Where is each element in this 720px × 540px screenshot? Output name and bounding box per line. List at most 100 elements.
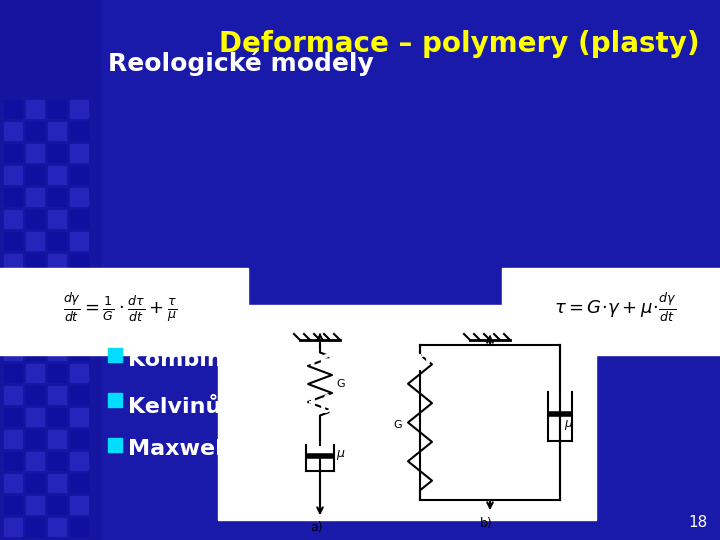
Bar (26, 100, 44, 118)
Bar (70, 122, 88, 140)
Bar (48, 474, 66, 492)
Text: Reologické modely: Reologické modely (108, 50, 374, 76)
Bar (4, 100, 22, 118)
Bar (70, 298, 88, 316)
Bar (70, 474, 88, 492)
Bar (218, 305, 596, 520)
Bar (26, 232, 44, 250)
Bar (70, 430, 88, 448)
Bar (4, 496, 22, 514)
Bar (48, 210, 66, 228)
Bar (70, 210, 88, 228)
Bar (70, 518, 88, 536)
Bar (70, 166, 88, 184)
Bar (26, 298, 44, 316)
Bar (48, 298, 66, 316)
Bar (108, 393, 122, 407)
Bar (48, 430, 66, 448)
Text: Maxwelův: Maxwelův (128, 439, 253, 459)
Bar (4, 408, 22, 426)
Bar (26, 364, 44, 382)
Text: $\mu$: $\mu$ (564, 418, 574, 432)
Bar (26, 496, 44, 514)
Bar (26, 276, 44, 294)
Bar (26, 166, 44, 184)
Bar (70, 254, 88, 272)
Bar (4, 188, 22, 206)
Bar (26, 452, 44, 470)
Bar (48, 188, 66, 206)
Text: G: G (336, 379, 345, 389)
Bar (48, 496, 66, 514)
Bar (26, 518, 44, 536)
Bar (70, 386, 88, 404)
Text: Kelvinův (Voigtův): Kelvinův (Voigtův) (128, 394, 360, 417)
Text: a): a) (310, 522, 323, 535)
Bar (48, 144, 66, 162)
Bar (48, 342, 66, 360)
Text: 18: 18 (689, 515, 708, 530)
Bar (48, 254, 66, 272)
Bar (48, 122, 66, 140)
Bar (26, 254, 44, 272)
Bar (4, 364, 22, 382)
Text: $\frac{d\gamma}{dt} = \frac{1}{G} \cdot \frac{d\tau}{dt} + \frac{\tau}{\mu}$: $\frac{d\gamma}{dt} = \frac{1}{G} \cdot … (63, 292, 177, 325)
Bar (4, 320, 22, 338)
Bar (26, 122, 44, 140)
Bar (26, 210, 44, 228)
Bar (4, 518, 22, 536)
Bar (70, 342, 88, 360)
Bar (26, 342, 44, 360)
Text: $\tau = G \!\cdot\! \gamma + \mu \!\cdot\! \frac{d\gamma}{dt}$: $\tau = G \!\cdot\! \gamma + \mu \!\cdot… (554, 292, 676, 324)
Bar (48, 232, 66, 250)
Bar (0, 268, 248, 355)
Text: b): b) (480, 516, 492, 530)
Bar (4, 430, 22, 448)
Bar (4, 210, 22, 228)
Bar (70, 144, 88, 162)
Bar (70, 100, 88, 118)
Bar (4, 298, 22, 316)
Bar (4, 254, 22, 272)
Bar (70, 452, 88, 470)
Bar (48, 364, 66, 382)
Bar (4, 342, 22, 360)
Text: Kombinace – přesnější popis: Kombinace – přesnější popis (128, 349, 483, 370)
Bar (0, 0, 100, 540)
Bar (26, 408, 44, 426)
Bar (108, 438, 122, 452)
Text: G: G (393, 420, 402, 430)
Bar (48, 320, 66, 338)
Bar (70, 188, 88, 206)
Bar (26, 188, 44, 206)
Bar (26, 386, 44, 404)
Bar (108, 348, 122, 362)
Bar (502, 268, 720, 355)
Bar (26, 474, 44, 492)
Bar (4, 166, 22, 184)
Bar (4, 276, 22, 294)
Bar (4, 122, 22, 140)
Bar (70, 320, 88, 338)
Bar (26, 144, 44, 162)
Bar (70, 232, 88, 250)
Bar (48, 276, 66, 294)
Bar (4, 232, 22, 250)
Text: Deformace – polymery (plasty): Deformace – polymery (plasty) (220, 30, 700, 58)
Bar (48, 452, 66, 470)
Bar (26, 430, 44, 448)
Bar (4, 474, 22, 492)
Text: $\mu$: $\mu$ (336, 448, 346, 462)
Bar (70, 276, 88, 294)
Bar (48, 386, 66, 404)
Bar (48, 518, 66, 536)
Bar (4, 452, 22, 470)
Bar (4, 144, 22, 162)
Bar (48, 408, 66, 426)
Bar (70, 496, 88, 514)
Bar (70, 408, 88, 426)
Bar (70, 364, 88, 382)
Bar (4, 386, 22, 404)
Bar (26, 320, 44, 338)
Bar (48, 100, 66, 118)
